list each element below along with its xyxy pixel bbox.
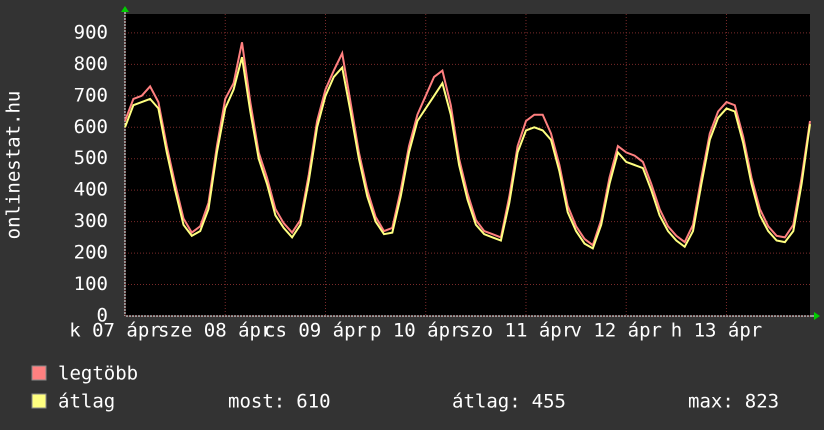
- x-tick-label: v 12 ápr: [570, 320, 662, 342]
- stat-label: max:: [688, 391, 734, 413]
- axis-arrow: [121, 6, 129, 12]
- series-line: [124, 56, 811, 250]
- legend-swatch: [31, 393, 47, 409]
- stat-value: 823: [745, 391, 779, 413]
- legend-label: átlag: [58, 391, 115, 413]
- stat-label: átlag:: [452, 391, 521, 413]
- y-tick-label: 400: [74, 179, 108, 201]
- plot-area: [125, 14, 810, 316]
- x-tick-label: sze 08 ápr: [158, 320, 272, 342]
- y-tick-label: 700: [74, 84, 108, 106]
- stat-value: 610: [296, 391, 330, 413]
- y-tick-label: 600: [74, 116, 108, 138]
- axis-arrow: [814, 312, 820, 320]
- x-tick-label: k 07 ápr: [69, 320, 161, 342]
- stat-label: most:: [228, 391, 285, 413]
- y-axis-label: onlinestat.hu: [3, 91, 25, 240]
- y-tick-label: 0: [97, 305, 108, 327]
- x-tick-label: p 10 ápr: [370, 320, 462, 342]
- legend-label: legtöbb: [58, 363, 138, 385]
- legend-swatch: [31, 365, 47, 381]
- series-line: [124, 42, 811, 247]
- y-tick-label: 200: [74, 242, 108, 264]
- x-tick-label: cs 09 ápr: [264, 320, 367, 342]
- y-tick-label: 300: [74, 210, 108, 232]
- y-tick-label: 900: [74, 21, 108, 43]
- y-tick-label: 500: [74, 147, 108, 169]
- stat-value: 455: [532, 391, 566, 413]
- y-tick-label: 100: [74, 273, 108, 295]
- x-tick-label: h 13 ápr: [671, 320, 763, 342]
- y-tick-label: 800: [74, 53, 108, 75]
- x-tick-label: szo 11 ápr: [459, 320, 573, 342]
